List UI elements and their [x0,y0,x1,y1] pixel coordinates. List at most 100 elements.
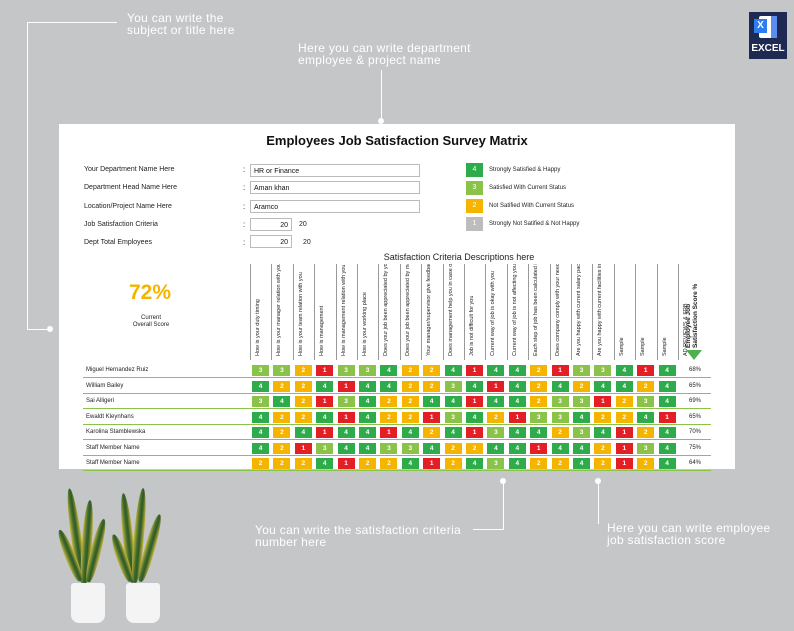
rating-cell[interactable]: 1 [316,427,334,438]
rating-cell[interactable]: 1 [530,442,548,454]
rating-cell[interactable]: 4 [466,411,483,423]
rating-cell[interactable]: 4 [359,442,376,454]
rating-cell[interactable]: 3 [401,442,419,454]
rating-cell[interactable]: 2 [637,458,655,469]
rating-cell[interactable]: 4 [573,458,590,469]
rating-cell[interactable]: 3 [359,365,376,376]
sort-arrow-icon[interactable] [686,350,702,360]
rating-cell[interactable]: 2 [273,411,291,423]
rating-cell[interactable]: 2 [423,427,441,438]
rating-cell[interactable]: 3 [530,411,548,423]
rating-cell[interactable]: 2 [530,458,548,469]
rating-cell[interactable]: 4 [444,396,462,407]
rating-cell[interactable]: 2 [551,427,569,438]
rating-cell[interactable]: 3 [444,411,462,423]
rating-cell[interactable]: 2 [573,380,590,392]
rating-cell[interactable]: 4 [658,365,676,376]
rating-cell[interactable]: 3 [487,458,505,469]
rating-cell[interactable]: 1 [423,411,441,423]
rating-cell[interactable]: 3 [487,427,505,438]
rating-cell[interactable]: 4 [316,458,334,469]
rating-cell[interactable]: 1 [423,458,441,469]
rating-cell[interactable]: 4 [658,442,676,454]
rating-cell[interactable]: 3 [273,365,291,376]
rating-cell[interactable]: 1 [337,458,355,469]
rating-cell[interactable]: 2 [594,442,612,454]
rating-cell[interactable]: 4 [508,396,526,407]
rating-cell[interactable]: 1 [551,365,569,376]
rating-cell[interactable]: 1 [294,442,312,454]
rating-cell[interactable]: 4 [359,427,376,438]
rating-cell[interactable]: 2 [594,458,612,469]
rating-cell[interactable]: 1 [466,396,483,407]
rating-cell[interactable]: 3 [573,427,590,438]
rating-cell[interactable]: 2 [273,458,291,469]
rating-cell[interactable]: 2 [380,411,398,423]
rating-cell[interactable]: 2 [273,380,291,392]
rating-cell[interactable]: 1 [316,396,334,407]
rating-cell[interactable]: 4 [359,380,376,392]
rating-cell[interactable]: 1 [615,427,633,438]
rating-cell[interactable]: 4 [401,458,419,469]
rating-cell[interactable]: 2 [294,411,312,423]
rating-cell[interactable]: 3 [573,365,590,376]
rating-cell[interactable]: 2 [401,365,419,376]
rating-cell[interactable]: 2 [380,396,398,407]
rating-cell[interactable]: 4 [359,396,376,407]
rating-cell[interactable]: 2 [423,365,441,376]
rating-cell[interactable]: 2 [530,380,548,392]
location-input[interactable]: Aramco [250,200,420,213]
rating-cell[interactable]: 3 [551,411,569,423]
rating-cell[interactable]: 4 [380,365,398,376]
rating-cell[interactable]: 3 [337,365,355,376]
criteria-count-input[interactable]: 20 [250,218,292,231]
department-head-input[interactable]: Aman khan [250,181,420,194]
rating-cell[interactable]: 1 [337,380,355,392]
rating-cell[interactable]: 2 [401,396,419,407]
rating-cell[interactable]: 2 [551,458,569,469]
rating-cell[interactable]: 4 [252,380,269,392]
rating-cell[interactable]: 4 [658,458,676,469]
rating-cell[interactable]: 2 [294,380,312,392]
rating-cell[interactable]: 3 [573,396,590,407]
rating-cell[interactable]: 4 [508,365,526,376]
rating-cell[interactable]: 4 [530,427,548,438]
rating-cell[interactable]: 4 [294,427,312,438]
rating-cell[interactable]: 3 [594,365,612,376]
rating-cell[interactable]: 4 [573,411,590,423]
rating-cell[interactable]: 4 [359,411,376,423]
rating-cell[interactable]: 2 [466,442,483,454]
rating-cell[interactable]: 1 [615,458,633,469]
rating-cell[interactable]: 4 [252,411,269,423]
rating-cell[interactable]: 4 [444,365,462,376]
rating-cell[interactable]: 2 [444,442,462,454]
rating-cell[interactable]: 4 [508,380,526,392]
rating-cell[interactable]: 1 [466,427,483,438]
rating-cell[interactable]: 2 [359,458,376,469]
rating-cell[interactable]: 4 [487,396,505,407]
rating-cell[interactable]: 2 [294,458,312,469]
rating-cell[interactable]: 3 [444,380,462,392]
rating-cell[interactable]: 4 [615,365,633,376]
rating-cell[interactable]: 2 [294,365,312,376]
rating-cell[interactable]: 4 [252,427,269,438]
rating-cell[interactable]: 4 [508,442,526,454]
rating-cell[interactable]: 4 [423,396,441,407]
rating-cell[interactable]: 2 [380,458,398,469]
rating-cell[interactable]: 2 [615,396,633,407]
rating-cell[interactable]: 4 [380,380,398,392]
total-employees-input[interactable]: 20 [250,235,292,248]
rating-cell[interactable]: 2 [401,411,419,423]
rating-cell[interactable]: 1 [637,365,655,376]
rating-cell[interactable]: 3 [252,365,269,376]
rating-cell[interactable]: 1 [380,427,398,438]
rating-cell[interactable]: 4 [637,411,655,423]
rating-cell[interactable]: 4 [466,458,483,469]
rating-cell[interactable]: 4 [508,427,526,438]
department-name-input[interactable]: HR or Finance [250,164,420,177]
rating-cell[interactable]: 4 [573,442,590,454]
rating-cell[interactable]: 4 [594,427,612,438]
rating-cell[interactable]: 4 [337,442,355,454]
rating-cell[interactable]: 2 [487,411,505,423]
rating-cell[interactable]: 1 [658,411,676,423]
